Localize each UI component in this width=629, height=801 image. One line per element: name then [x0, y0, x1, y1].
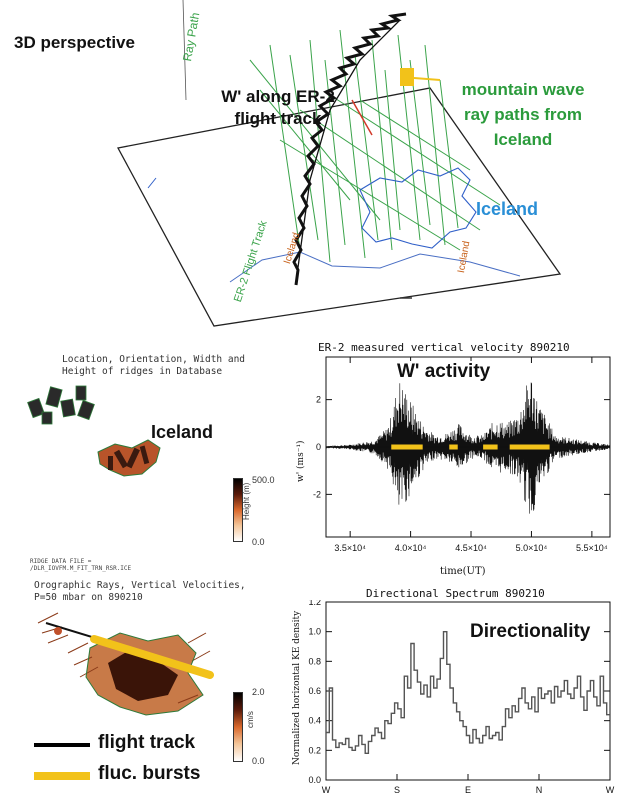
velocity-ytick-label: -2 [313, 489, 321, 499]
spectrum-xtick-label: S [394, 785, 400, 795]
spectrum-ytick-label: 0.8 [308, 656, 321, 666]
velocity-xtick-label: 4.0×10⁴ [395, 543, 427, 553]
spectrum-xtick-label: W [322, 785, 331, 795]
mountain-wave-line2: ray paths from [463, 105, 583, 124]
w-label-line2: flight track [234, 109, 322, 128]
rays-fluc-burst [90, 635, 214, 679]
red-segment [351, 99, 373, 136]
velocity-chart: 3.5×10⁴ 4.0×10⁴ 4.5×10⁴ 5.0×10⁴ 5.5×10⁴ 2 0 -2 [313, 356, 611, 553]
spectrum-ytick-label: 0.6 [308, 686, 321, 696]
spectrum-chart-title: Directional Spectrum 890210 [366, 587, 545, 600]
mountain-wave-line3: Iceland [493, 130, 553, 149]
ridge-file-info: RIDGE DATA FILE = /DLR_IOVFM.M_FIT_TRN_R… [30, 558, 131, 572]
legend-burst-label: fluc. bursts [98, 763, 201, 784]
iceland-ridge-outline [97, 439, 161, 477]
iceland-outline [359, 167, 477, 249]
mountain-wave-line1: mountain wave [461, 80, 585, 99]
spectrum-ytick-label: 1.2 [308, 600, 321, 607]
ridge-title-line1: Location, Orientation, Width and [62, 354, 246, 365]
velocity-chart-title: ER-2 measured vertical velocity 890210 [318, 341, 570, 354]
legend: flight track fluc. bursts [34, 732, 264, 792]
velocity-colorbar-label: cm/s [246, 711, 255, 728]
velocity-colorbar [233, 692, 243, 762]
legend-flight-label: flight track [98, 732, 196, 753]
perspective-heading: 3D perspective [14, 33, 135, 52]
height-colorbar-max: 500.0 [252, 475, 275, 485]
perspective-3d-scene [117, 0, 562, 327]
spectrum-ytick-label: 1.0 [308, 627, 321, 637]
velocity-ytick-label: 2 [316, 395, 321, 405]
velocity-xlabel: time(UT) [440, 566, 486, 577]
ridge-iceland-label: Iceland [151, 422, 214, 442]
velocity-annotation: W' activity [394, 361, 494, 383]
w-label-line1: W' along ER-2 [221, 87, 335, 106]
rays-title-line1: Orographic Rays, Vertical Velocities, [34, 580, 246, 591]
height-colorbar-min: 0.0 [252, 537, 265, 547]
ridge-file-line1: RIDGE DATA FILE = [30, 558, 92, 565]
w-flight-track [292, 12, 407, 286]
spectrum-trace [326, 631, 610, 754]
ridge-file-line2: /DLR_IOVFM.M_FIT_TRN_RSR.ICE [30, 565, 132, 572]
velocity-xtick-label: 5.5×10⁴ [576, 543, 608, 553]
spectrum-annotation: Directionality [470, 621, 591, 642]
vertical-axis [182, 0, 187, 101]
rays-title: Orographic Rays, Vertical Velocities, P=… [34, 580, 246, 604]
velocity-colorbar-max: 2.0 [252, 687, 265, 697]
ground-plane [117, 87, 562, 327]
ridge-map [27, 385, 161, 477]
velocity-ytick-label: 0 [316, 442, 321, 452]
velocity-trace [325, 382, 611, 514]
flight-ground-trace [229, 251, 521, 283]
velocity-xtick-label: 3.5×10⁴ [334, 543, 366, 553]
spectrum-xtick-label: W [606, 785, 615, 795]
ridge-title-line2: Height of ridges in Database [62, 366, 223, 377]
velocity-xtick-label: 5.0×10⁴ [516, 543, 548, 553]
velocity-ylabel: w' (ms⁻¹) [296, 440, 306, 482]
iceland-3d-label: Iceland [476, 199, 539, 219]
spectrum-ytick-label: 0.0 [308, 775, 321, 785]
ridge-title: Location, Orientation, Width and Height … [62, 354, 245, 378]
rays-title-line2: P=50 mbar on 890210 [34, 592, 143, 603]
spectrum-xtick-label: E [465, 785, 471, 795]
w-flight-track-thin [295, 19, 401, 283]
mountain-wave-label: mountain wave ray paths from Iceland [437, 77, 609, 152]
spectrum-ytick-label: 0.4 [308, 716, 321, 726]
coast-ridges [27, 385, 95, 425]
spectrum-chart: 1.21.00.80.60.40.20.0W S E N W [308, 600, 615, 795]
legend-burst-swatch [34, 772, 90, 780]
velocity-xtick-label: 4.5×10⁴ [455, 543, 487, 553]
height-colorbar [233, 478, 243, 542]
w-label: W' along ER-2 flight track [203, 86, 353, 130]
height-colorbar-label: Height (m) [242, 482, 251, 520]
spectrum-ytick-label: 0.2 [308, 745, 321, 755]
rays-map [37, 612, 214, 716]
spectrum-xtick-label: N [536, 785, 543, 795]
velocity-colorbar-min: 0.0 [252, 756, 265, 766]
legend-flight-swatch [34, 743, 90, 747]
spectrum-ylabel: Normalized horizontal KE density [292, 610, 302, 765]
yellow-marker [400, 68, 414, 86]
